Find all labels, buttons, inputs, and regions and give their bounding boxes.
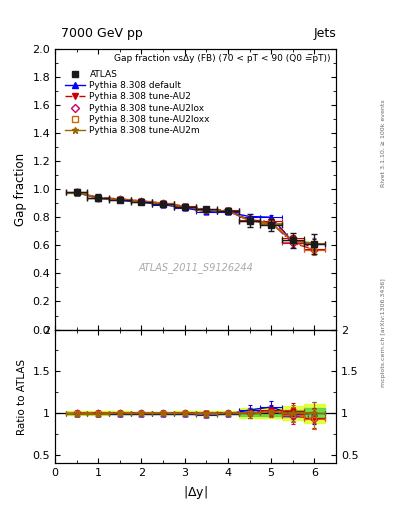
Text: ATLAS_2011_S9126244: ATLAS_2011_S9126244 [138, 262, 253, 273]
Legend: ATLAS, Pythia 8.308 default, Pythia 8.308 tune-AU2, Pythia 8.308 tune-AU2lox, Py: ATLAS, Pythia 8.308 default, Pythia 8.30… [62, 67, 213, 138]
Y-axis label: Ratio to ATLAS: Ratio to ATLAS [17, 358, 27, 435]
X-axis label: |$\Delta$y|: |$\Delta$y| [183, 484, 208, 501]
Text: Gap fraction vsΔy (FB) (70 < pT < 90 (Q0 =̅pT)): Gap fraction vsΔy (FB) (70 < pT < 90 (Q0… [114, 54, 331, 63]
Text: Jets: Jets [313, 27, 336, 40]
Text: Rivet 3.1.10, ≥ 100k events: Rivet 3.1.10, ≥ 100k events [381, 99, 386, 187]
Text: mcplots.cern.ch [arXiv:1306.3436]: mcplots.cern.ch [arXiv:1306.3436] [381, 279, 386, 387]
Text: 7000 GeV pp: 7000 GeV pp [61, 27, 143, 40]
Y-axis label: Gap fraction: Gap fraction [14, 153, 27, 226]
